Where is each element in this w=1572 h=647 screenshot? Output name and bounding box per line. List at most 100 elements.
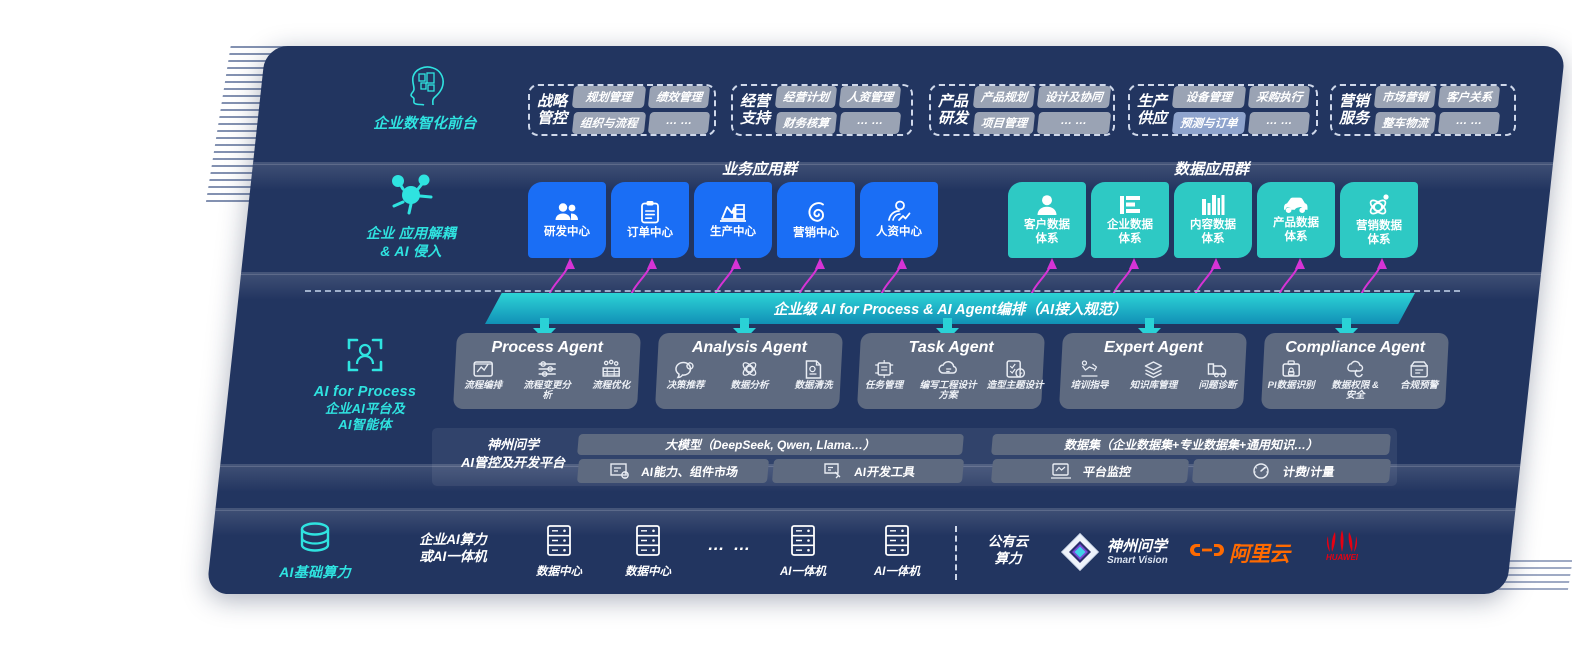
platform-dataset-bar[interactable]: 数据集（企业数据集+专业数据集+通用知识…） [991,434,1391,455]
ai-market-icon [610,463,629,479]
agent-capability[interactable]: 培训指导 [1061,359,1117,391]
vendor-smartvision-sub: Smart Vision [1107,554,1168,566]
chip[interactable]: … … [1036,112,1111,134]
chip[interactable]: 财务核算 [774,112,838,134]
group-product-rd[interactable]: 产品 研发 产品规划 设计及协同 项目管理 … … [929,84,1115,136]
chip[interactable]: 绩效管理 [647,86,710,108]
down-arrows [533,318,1358,340]
vendor-smartvision[interactable]: 神州问学 Smart Vision [1060,532,1168,572]
agent-capability[interactable]: 流程变更分析 [519,359,575,402]
agent-capability[interactable]: 知识库管理 [1125,359,1181,391]
agent-capability[interactable]: 流程优化 [583,359,639,402]
chip[interactable]: 整车物流 [1373,112,1437,134]
brain-head-icon [410,66,444,106]
card-order-center[interactable]: 订单中心 [611,182,689,258]
chip[interactable]: 产品规划 [972,86,1036,108]
group-product-rd-title: 产品 研发 [938,92,969,127]
agent-capability[interactable]: 流程编排 [455,359,511,402]
chip[interactable]: 客户关系 [1437,86,1501,108]
sidebar-item-frontend[interactable]: 企业数智化前台 [360,64,490,133]
infra-node[interactable]: AI一体机 [862,524,932,579]
agent-capability[interactable]: 编写工程设计方案 [915,359,981,402]
platform-llm-bar[interactable]: 大模型（DeepSeek, Qwen, Llama…） [577,434,964,455]
agent-title: Process Agent [491,339,603,356]
sidebar-label-aiprocess-3: AI智能体 [338,417,392,433]
agent-capability[interactable]: 数据分析 [721,359,777,391]
chip[interactable]: 项目管理 [972,112,1036,134]
card-rd-center[interactable]: 研发中心 [528,182,606,258]
card-product-data[interactable]: 产品数据 体系 [1257,182,1335,258]
agent-card-task[interactable]: Task Agent 任务管理 编写工程设计方案 造型主题设计 [857,333,1045,409]
agent-capability[interactable]: 数据权限 & 安全 [1327,359,1383,402]
sidebar-item-infra[interactable]: AI基础算力 [250,520,380,582]
sidebar-item-ai-process[interactable]: AI for Process 企业AI平台及 AI智能体 [300,334,430,434]
group-marketing-service-title: 营销 服务 [1339,92,1370,127]
chip[interactable]: … … [647,112,710,134]
platform-llm-label: 大模型（DeepSeek, Qwen, Llama…） [665,438,876,452]
agent-card-compliance[interactable]: Compliance Agent PI数据识别 数据权限 & 安全 合规预警 [1261,333,1449,409]
infra-node[interactable]: 数据中心 [524,524,594,579]
group-marketing-service-chips: 市场营销 客户关系 整车物流 … … [1373,86,1501,134]
agent-capability-label: PI数据识别 [1267,380,1315,391]
infra-enterprise-compute: 企业AI算力 或AI一体机 [419,532,487,564]
platform-ai-market[interactable]: AI能力、组件市场 [576,459,770,483]
platform-monitor[interactable]: 平台监控 [990,459,1190,483]
sidebar-item-decoupling[interactable]: 企业 应用解耦 & AI 侵入 [346,172,476,260]
agent-capability[interactable]: 任务管理 [856,359,912,402]
infra-node-label: 数据中心 [625,566,671,578]
platform-billing[interactable]: 计费/计量 [1191,459,1392,483]
card-content-data[interactable]: 内容数据 体系 [1174,182,1252,258]
card-marketing-center[interactable]: 营销中心 [777,182,855,258]
vendor-aliyun[interactable]: 阿里云 [1190,538,1290,568]
card-label: 生产中心 [710,226,756,239]
platform-ai-devtool[interactable]: AI开发工具 [771,459,965,483]
agent-title: Expert Agent [1103,339,1203,356]
agent-capability[interactable]: 问题诊断 [1189,359,1245,391]
agent-capability[interactable]: 合规预警 [1391,359,1447,402]
infra-node-label: 数据中心 [536,566,582,578]
agent-card-expert[interactable]: Expert Agent 培训指导 知识库管理 问题诊断 [1059,333,1247,409]
infra-node[interactable]: AI一体机 [768,524,838,579]
chip[interactable]: … … [1437,112,1501,134]
chip[interactable]: … … [1247,112,1311,134]
agent-capability[interactable]: 决策推荐 [657,359,713,391]
card-marketing-data[interactable]: 营销数据 体系 [1340,182,1418,258]
chip[interactable]: 市场营销 [1373,86,1437,108]
card-enterprise-data[interactable]: 企业数据 体系 [1091,182,1169,258]
group-operations-title: 经营 支持 [740,92,771,127]
chip[interactable]: 经营计划 [774,86,838,108]
chip[interactable]: 组织与流程 [571,112,646,134]
chip[interactable]: 设备管理 [1171,86,1246,108]
agent-card-process[interactable]: Process Agent 流程编排 流程变更分析 流程优化 [453,333,641,409]
vendor-huawei[interactable]: HUAWEI [1310,528,1374,567]
chip[interactable]: … … [838,112,902,134]
agent-capability-label: 任务管理 [865,380,904,391]
group-production-supply[interactable]: 生产 供应 设备管理 采购执行 预测与订单 … … [1128,84,1318,136]
infra-node-ellipsis: … … [707,535,753,554]
group-strategy[interactable]: 战略 管控 规划管理 绩效管理 组织与流程 … … [528,84,716,136]
card-hr-center[interactable]: 人资中心 [860,182,938,258]
server-icon [791,525,815,556]
server-icon [885,525,909,556]
server-icon [547,525,571,556]
atom-icon [1369,194,1389,215]
group-marketing-service[interactable]: 营销 服务 市场营销 客户关系 整车物流 … … [1330,84,1516,136]
chip[interactable]: 设计及协同 [1036,86,1111,108]
clipboard-icon [641,200,659,223]
agent-card-analysis[interactable]: Analysis Agent 决策推荐 数据分析 数据清洗 [655,333,843,409]
chip[interactable]: 采购执行 [1247,86,1311,108]
infra-node[interactable]: 数据中心 [613,524,683,579]
group-operations[interactable]: 经营 支持 经营计划 人资管理 财务核算 … … [731,84,913,136]
platform-billing-label: 计费/计量 [1281,464,1334,479]
agent-capability[interactable]: 造型主题设计 [984,359,1046,402]
agent-capability[interactable]: PI数据识别 [1263,359,1319,402]
chip[interactable]: 规划管理 [571,86,646,108]
agent-capability[interactable]: 数据清洗 [785,359,841,391]
optimize-icon [602,359,620,377]
card-customer-data[interactable]: 客户数据 体系 [1008,182,1086,258]
group-production-supply-chips: 设备管理 采购执行 预测与订单 … … [1171,86,1311,134]
card-production-center[interactable]: 生产中心 [694,182,772,258]
chip[interactable]: 预测与订单 [1171,112,1246,134]
chip[interactable]: 人资管理 [838,86,902,108]
infra-public-cloud: 公有云 算力 [987,534,1029,566]
